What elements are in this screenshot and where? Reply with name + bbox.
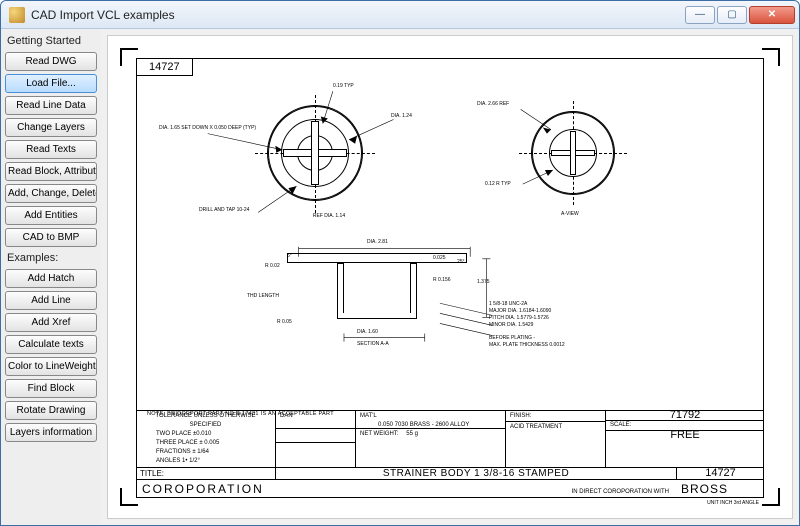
tb-tol2: THREE PLACE ± 0.005: [140, 439, 271, 448]
thread-spec: 1 5/8-18 UNC-2A MAJOR DIA. 1.6184-1.6090…: [489, 301, 551, 329]
read-line-data-button[interactable]: Read Line Data: [5, 96, 97, 115]
dim-dia281: DIA. 2.81: [367, 239, 388, 245]
tb-corp-text: IN DIRECT COROPORATION WITH: [572, 489, 669, 495]
app-icon: [9, 7, 25, 23]
add-change-delete-button[interactable]: Add, Change, Delete: [5, 184, 97, 203]
change-layers-button[interactable]: Change Layers: [5, 118, 97, 137]
section-getting-started: Getting Started: [5, 33, 97, 49]
tb-bross: BROSS: [681, 482, 728, 496]
section-label: SECTION A-A: [357, 341, 389, 347]
drawing-canvas[interactable]: 14727: [107, 35, 793, 519]
dim-25deg: 25°: [457, 259, 465, 265]
frame-mark-br: [762, 488, 780, 506]
tb-dwgno: 14727: [677, 468, 764, 479]
minimize-button[interactable]: —: [685, 6, 715, 24]
tb-matl-label: MAT'L: [360, 413, 377, 419]
tb-free: FREE: [606, 431, 764, 440]
add-hatch-button[interactable]: Add Hatch: [5, 269, 97, 288]
section-examples: Examples:: [5, 250, 97, 266]
add-entities-button[interactable]: Add Entities: [5, 206, 97, 225]
plating-note: BEFORE PLATING - MAX. PLATE THICKNESS 0.…: [489, 335, 565, 349]
load-file-button[interactable]: Load File...: [5, 74, 97, 93]
drawing-frame: 14727: [136, 58, 764, 498]
read-texts-button[interactable]: Read Texts: [5, 140, 97, 159]
cad-to-bmp-button[interactable]: CAD to BMP: [5, 228, 97, 247]
maximize-button[interactable]: ▢: [717, 6, 747, 24]
aview-rib-v: [570, 131, 576, 175]
section-view: [287, 249, 477, 339]
sv-bore: [343, 263, 411, 313]
window-controls: — ▢ ✕: [685, 6, 795, 24]
tb-tol1: TWO PLACE ±0.010: [140, 430, 271, 439]
titleblock: TOLERANCE UNLESS OTHERWISE SPECIFIED TWO…: [136, 410, 764, 498]
drawing-number-box: 14727: [136, 58, 193, 76]
rotate-drawing-button[interactable]: Rotate Drawing: [5, 401, 97, 420]
tb-tol-title: TOLERANCE UNLESS OTHERWISE SPECIFIED: [140, 412, 271, 430]
tb-finish: ACID TREATMENT: [506, 422, 605, 433]
dim-dia165: DIA. 1.65 SET DOWN X 0.050 DEEP (TYP): [159, 125, 256, 131]
front-rib-v: [311, 121, 319, 185]
tb-netwt: 55 g: [400, 431, 418, 437]
dim-012r: 0.12 R TYP: [485, 181, 511, 187]
tb-unit: UNIT INCH 3rd ANGLE: [707, 500, 759, 506]
close-button[interactable]: ✕: [749, 6, 795, 24]
dim-drilltap: DRILL AND TAP 10-24: [199, 207, 249, 213]
titlebar: CAD Import VCL examples — ▢ ✕: [1, 1, 799, 29]
dim-1375: 1.375: [477, 279, 490, 285]
add-line-button[interactable]: Add Line: [5, 291, 97, 310]
tb-netwt-label: NET WEIGHT:: [360, 431, 399, 437]
client-area: Getting Started Read DWG Load File... Re…: [1, 29, 799, 525]
add-xref-button[interactable]: Add Xref: [5, 313, 97, 332]
tb-partno: 71792: [606, 411, 764, 421]
tb-matl: 0.050 7030 BRASS - 2600 ALLOY: [360, 422, 469, 428]
find-block-button[interactable]: Find Block: [5, 379, 97, 398]
dim-r0156: R 0.156: [433, 277, 451, 283]
tb-tol4: ANGLES 1• 1/2°: [140, 457, 271, 466]
tb-finish-label: FINISH:: [506, 411, 605, 422]
dim-dia124: DIA. 1.24: [391, 113, 412, 119]
dim-thdlen: THD LENGTH: [247, 293, 279, 299]
dim-refdia: REF DIA. 1.14: [309, 213, 349, 219]
frame-mark-tr: [762, 48, 780, 66]
window-title: CAD Import VCL examples: [31, 8, 685, 22]
dim-r002: R 0.02: [265, 263, 280, 269]
dim-r005: R 0.05: [277, 319, 292, 325]
tb-corp: COROPORATION: [142, 482, 264, 496]
drawing-content: 14727: [120, 48, 780, 506]
dim-019typ: 0.19 TYP: [333, 83, 354, 89]
sidebar: Getting Started Read DWG Load File... Re…: [1, 29, 101, 525]
calculate-texts-button[interactable]: Calculate texts: [5, 335, 97, 354]
dim-dia160: DIA. 1.60: [357, 329, 378, 335]
dim-5deg: 5°: [287, 253, 292, 259]
read-dwg-button[interactable]: Read DWG: [5, 52, 97, 71]
app-window: CAD Import VCL examples — ▢ ✕ Getting St…: [0, 0, 800, 526]
dim-dia266: DIA. 2.66 REF: [477, 101, 509, 107]
color-to-lineweight-button[interactable]: Color to LineWeight: [5, 357, 97, 376]
layers-info-button[interactable]: Layers information: [5, 423, 97, 442]
tb-title-label: TITLE:: [136, 468, 276, 479]
tb-dan: DAN: [276, 411, 355, 429]
aview-label: A-VIEW: [561, 211, 579, 217]
read-block-attrs-button[interactable]: Read Block, Attributes: [5, 162, 97, 181]
dim-0025: 0.025: [433, 255, 446, 261]
tb-title: STRAINER BODY 1 3/8-16 STAMPED: [276, 468, 677, 479]
tb-tol3: FRACTIONS ± 1/64: [140, 448, 271, 457]
